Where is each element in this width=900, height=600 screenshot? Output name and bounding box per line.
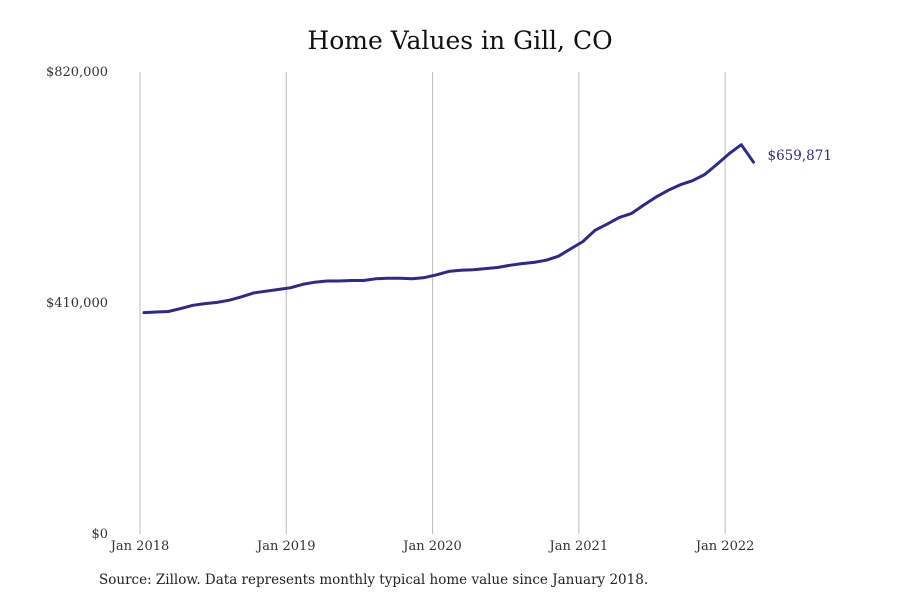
y-axis-tick-labels: $0 $410,000 $820,000	[46, 65, 108, 542]
x-axis-tick-labels: Jan 2018 Jan 2019 Jan 2020 Jan 2021 Jan 2022	[109, 539, 755, 554]
x-tick-label: Jan 2021	[548, 539, 609, 554]
y-tick-label: $0	[91, 527, 108, 542]
x-tick-label: Jan 2022	[694, 539, 755, 554]
series-layer	[142, 143, 755, 315]
x-tick-label: Jan 2020	[401, 539, 462, 554]
chart-title: Home Values in Gill, CO	[307, 26, 613, 55]
series-line	[142, 143, 755, 315]
source-note: Source: Zillow. Data represents monthly …	[99, 572, 649, 588]
y-tick-label: $410,000	[46, 296, 108, 311]
x-tick-label: Jan 2019	[255, 539, 316, 554]
last-value-label: $659,871	[768, 148, 832, 164]
y-tick-label: $820,000	[46, 65, 108, 80]
gridlines	[139, 72, 726, 534]
x-tick-label: Jan 2018	[109, 539, 170, 554]
